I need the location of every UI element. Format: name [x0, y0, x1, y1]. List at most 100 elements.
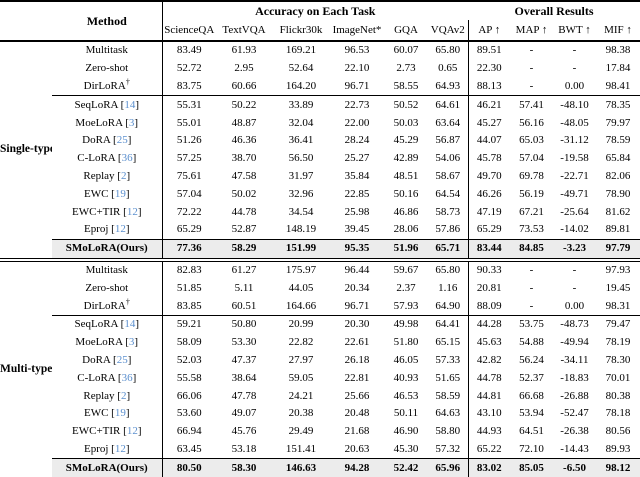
value-cell: 44.81: [467, 387, 511, 405]
value-cell: 64.90: [435, 299, 461, 312]
value-cell: 80.50: [162, 458, 216, 477]
value-cell: -25.64: [560, 205, 589, 218]
value-cell: 22.82: [288, 336, 314, 349]
value-cell: 54.88: [519, 336, 544, 349]
citation-link[interactable]: 25: [116, 353, 128, 366]
value-cell: 50.03: [393, 116, 419, 129]
citation-link[interactable]: 36: [121, 152, 133, 165]
table-row: SeqLoRA [14] 55.31 50.22 33.89 22.73 50.52 64.…: [0, 95, 640, 115]
value-cell: 52.64: [288, 62, 314, 75]
header-group-row: Method Accuracy on Each Task Overall Res…: [0, 1, 640, 42]
method-cell: C-LoRA [36]: [52, 149, 163, 168]
value-cell: 0.00: [564, 79, 585, 92]
method-cell: EWC [19]: [52, 185, 163, 204]
method-cell: DoRA [25]: [52, 351, 163, 370]
value-cell: 97.93: [605, 263, 631, 276]
value-cell: 63.45: [176, 442, 202, 455]
value-cell: 53.75: [510, 314, 554, 334]
value-cell: 164.66: [285, 299, 317, 312]
value-cell: 22.10: [344, 62, 370, 75]
value-cell: 50.02: [231, 187, 257, 200]
citation-link[interactable]: 19: [114, 187, 126, 200]
value-cell: 78.30: [605, 353, 631, 366]
value-cell: 20.38: [288, 407, 314, 420]
value-cell: 54.06: [435, 152, 461, 165]
value-cell: 57.86: [435, 223, 461, 236]
value-cell: 58.09: [176, 336, 202, 349]
citation-link[interactable]: 14: [124, 318, 136, 331]
value-cell: 46.36: [231, 134, 257, 147]
value-cell: 44.78: [231, 205, 257, 218]
table-row: DirLoRA† 83.85 60.51 164.66 96.71 57.93 64.90 8…: [0, 297, 640, 316]
value-cell: 65.29: [467, 220, 511, 240]
value-cell: 65.80: [435, 44, 461, 57]
value-cell: -18.83: [560, 371, 589, 384]
column-header-mif: MIF ↑: [596, 20, 640, 42]
citation-link[interactable]: 12: [114, 223, 126, 236]
citation-link[interactable]: 25: [116, 134, 128, 147]
value-cell: 20.63: [344, 442, 370, 455]
value-cell: 57.32: [435, 442, 461, 455]
value-cell: -14.02: [560, 223, 589, 236]
value-cell: 42.89: [393, 152, 419, 165]
table-row: EWC [19] 53.60 49.07 20.38 20.48 50.11 64.63 43…: [0, 404, 640, 423]
value-cell: 164.20: [285, 79, 317, 92]
value-cell: 47.78: [231, 389, 257, 402]
value-cell: 29.49: [288, 425, 314, 438]
value-cell: 83.49: [176, 44, 202, 57]
value-cell: 64.51: [519, 425, 544, 438]
value-cell: 56.16: [519, 116, 544, 129]
table-row: EWC+TIR [12] 72.22 44.78 34.54 25.98 46.86 58.…: [0, 203, 640, 221]
value-cell: 50.80: [216, 314, 272, 334]
value-cell: 22.61: [344, 336, 370, 349]
citation-link[interactable]: 3: [128, 116, 135, 129]
value-cell: 47.37: [231, 353, 257, 366]
citation-link[interactable]: 12: [114, 442, 126, 455]
value-cell: 89.93: [605, 442, 631, 455]
value-cell: 95.35: [330, 238, 384, 260]
citation-link[interactable]: 2: [120, 169, 127, 182]
overall-group-header: Overall Results: [514, 3, 594, 18]
value-cell: 98.12: [596, 458, 640, 477]
value-cell: -: [572, 263, 577, 276]
column-header-flickr30k: Flickr30k: [272, 20, 330, 42]
citation-link[interactable]: 3: [128, 336, 135, 349]
table-row: Replay [2] 66.06 47.78 24.21 25.66 46.53 58.59…: [0, 387, 640, 405]
value-cell: 73.53: [519, 223, 544, 236]
column-header-map: MAP ↑: [510, 20, 554, 42]
value-cell: 58.73: [435, 205, 461, 218]
value-cell: 2.73: [396, 62, 416, 75]
value-cell: -19.58: [560, 152, 589, 165]
method-cell: DoRA [25]: [52, 131, 163, 150]
value-cell: -26.88: [560, 389, 589, 402]
value-cell: 61.93: [231, 44, 257, 57]
value-cell: 38.70: [231, 152, 257, 165]
value-cell: 96.53: [344, 44, 370, 57]
table-row: Single-type Multitask 83.49 61.93 169.21 96.5…: [0, 41, 640, 155]
value-cell: 169.21: [285, 44, 317, 57]
value-cell: 22.00: [344, 116, 370, 129]
value-cell: 146.63: [272, 458, 330, 477]
value-cell: 50.22: [216, 95, 272, 115]
dagger-mark: †: [125, 77, 130, 87]
citation-link[interactable]: 14: [124, 98, 136, 111]
citation-link[interactable]: 36: [121, 371, 133, 384]
value-cell: 45.78: [467, 149, 511, 168]
value-cell: 20.34: [344, 281, 370, 294]
value-cell: 98.41: [605, 79, 631, 92]
value-cell: -: [572, 281, 577, 294]
citation-link[interactable]: 12: [126, 205, 138, 218]
column-header-bwt: BWT ↑: [553, 20, 597, 42]
value-cell: 22.73: [330, 95, 384, 115]
citation-link[interactable]: 2: [120, 389, 127, 402]
method-cell: EWC+TIR [12]: [52, 422, 163, 441]
citation-link[interactable]: 19: [114, 407, 126, 420]
value-cell: -: [529, 79, 534, 92]
value-cell: 53.94: [519, 407, 544, 420]
citation-link[interactable]: 12: [126, 425, 138, 438]
value-cell: 20.99: [272, 314, 330, 334]
value-cell: 50.11: [393, 407, 419, 420]
value-cell: 42.82: [467, 351, 511, 370]
method-cell: Replay [2]: [52, 387, 163, 405]
